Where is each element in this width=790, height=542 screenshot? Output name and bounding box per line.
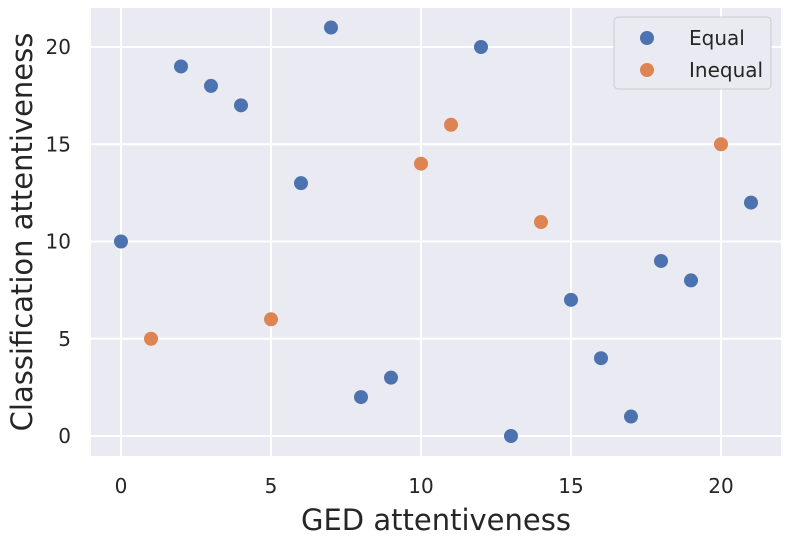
point-equal: [504, 429, 518, 443]
x-tick-label: 10: [408, 474, 433, 498]
point-equal: [174, 59, 188, 74]
tick-labels: 0 5 10 15 20 0 5 10 15 20: [46, 35, 734, 498]
x-tick-label: 20: [708, 474, 733, 498]
point-equal: [234, 98, 248, 113]
point-inequal: [414, 156, 428, 171]
point-inequal: [264, 312, 278, 327]
point-inequal: [144, 331, 158, 346]
point-equal: [354, 390, 368, 405]
x-tick-label: 5: [265, 474, 278, 498]
point-equal: [564, 292, 578, 307]
y-tick-label: 10: [46, 230, 71, 254]
legend-marker-equal: [640, 31, 654, 45]
x-tick-label: 0: [115, 474, 128, 498]
legend-label-inequal: Inequal: [689, 58, 763, 82]
point-equal: [384, 370, 398, 385]
legend-marker-inequal: [640, 63, 654, 77]
point-equal: [204, 78, 218, 93]
point-equal: [324, 20, 338, 35]
point-equal: [474, 40, 488, 54]
point-inequal: [534, 215, 548, 230]
data-points: [114, 20, 758, 443]
y-tick-label: 0: [58, 424, 71, 448]
y-axis-label: Classification attentiveness: [5, 33, 39, 432]
point-equal: [294, 176, 308, 191]
point-equal: [684, 273, 698, 288]
x-axis-label: GED attentiveness: [301, 503, 571, 537]
point-equal: [744, 195, 758, 210]
x-tick-label: 15: [558, 474, 583, 498]
y-tick-label: 5: [58, 327, 71, 351]
point-equal: [594, 351, 608, 366]
y-tick-label: 15: [46, 132, 71, 156]
point-inequal: [714, 137, 728, 152]
point-equal: [654, 253, 668, 268]
y-tick-label: 20: [46, 35, 71, 59]
point-equal: [624, 409, 638, 424]
legend-label-equal: Equal: [689, 26, 745, 50]
legend: Equal Inequal: [613, 16, 772, 90]
point-inequal: [444, 117, 458, 132]
point-equal: [114, 234, 128, 249]
